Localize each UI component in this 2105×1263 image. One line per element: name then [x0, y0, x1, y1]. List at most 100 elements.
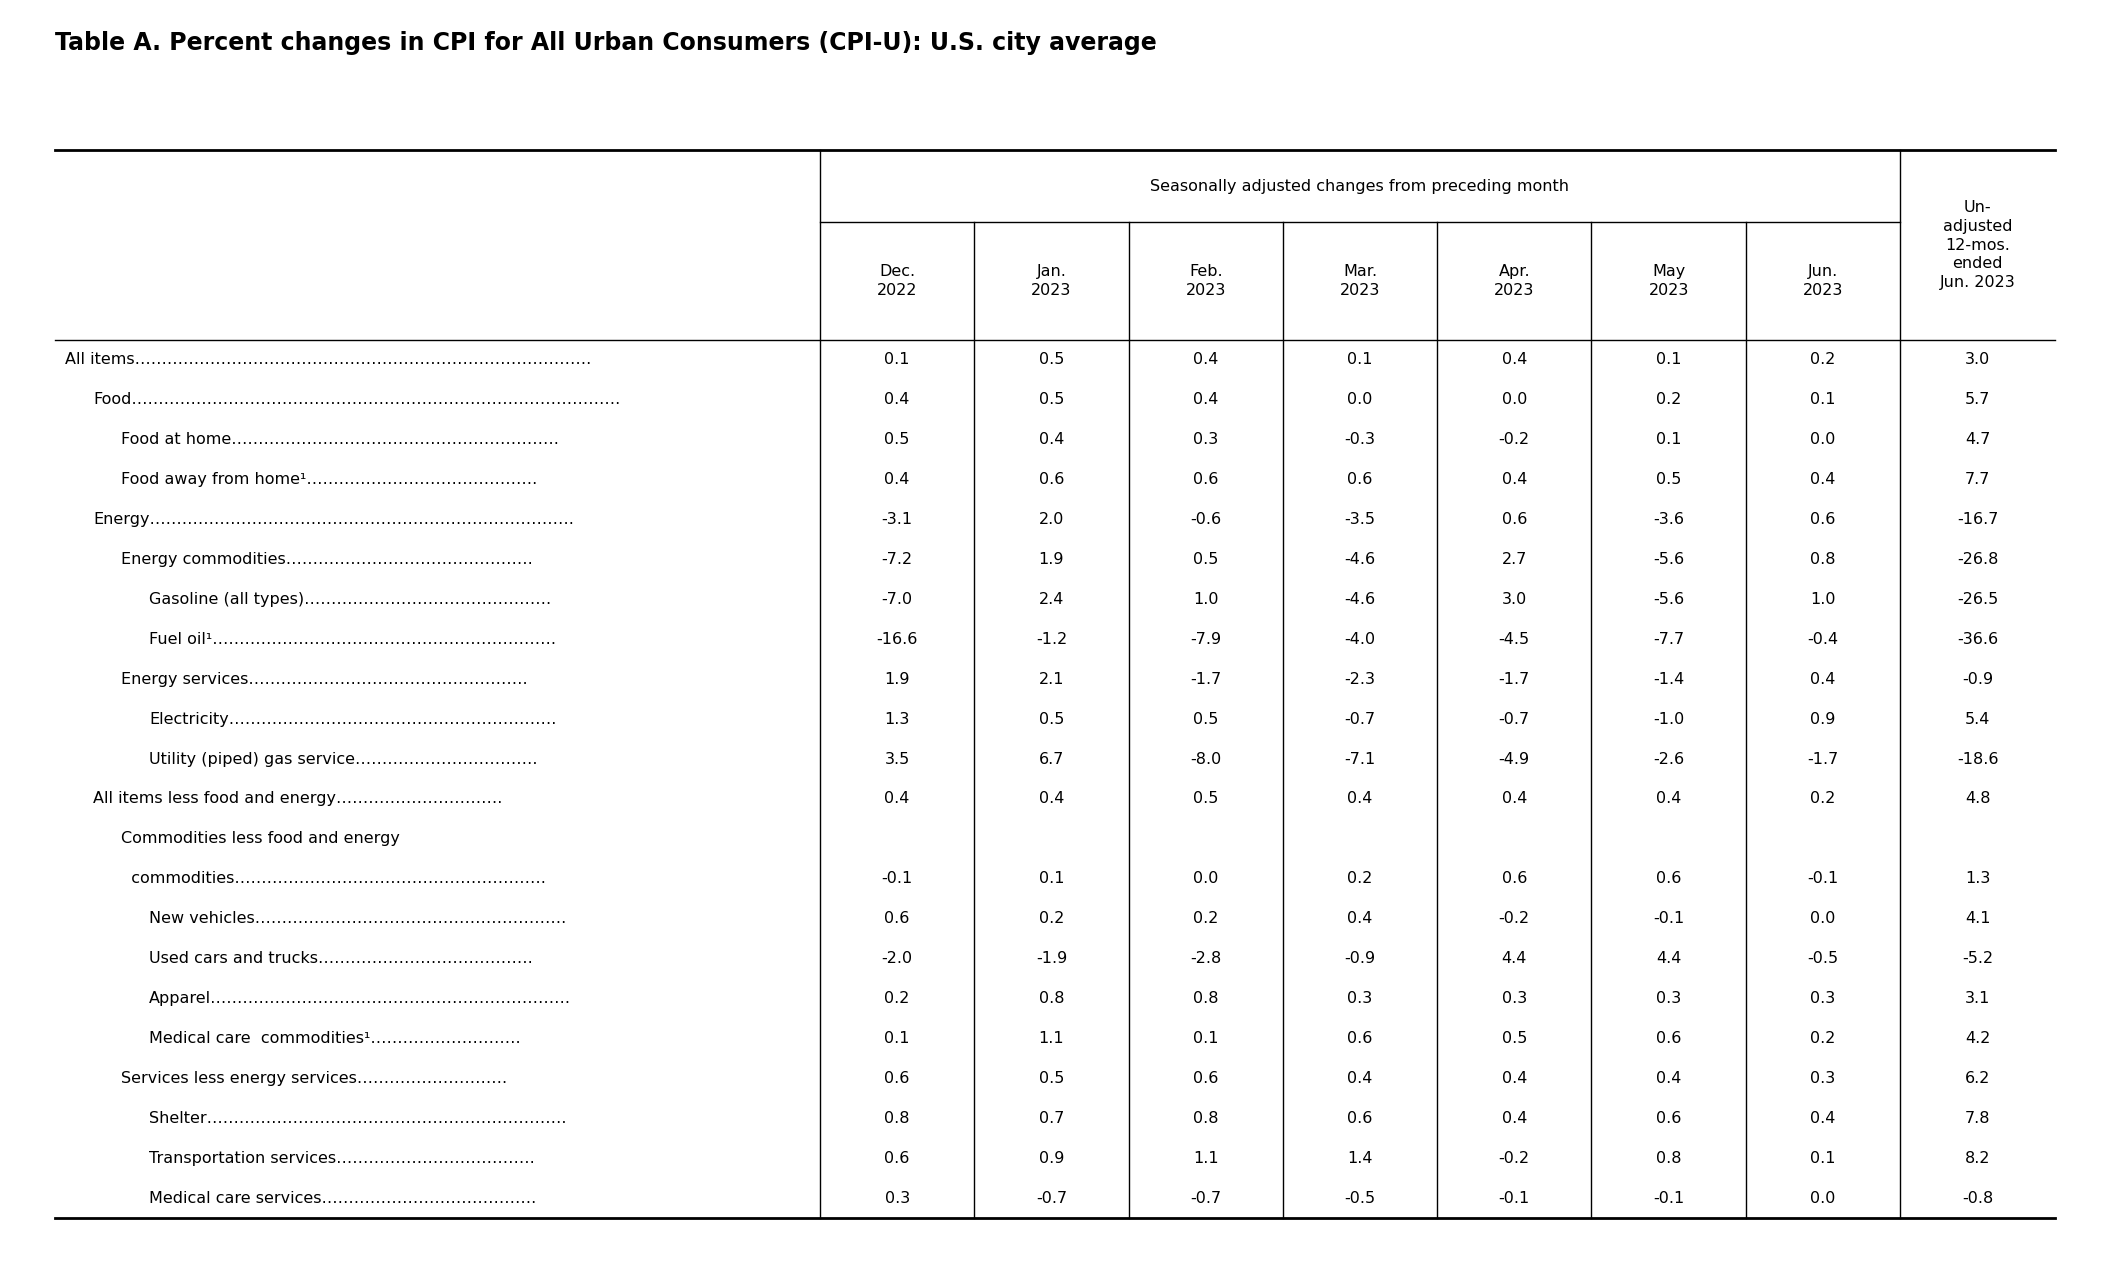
Text: 0.4: 0.4 [1657, 792, 1682, 807]
Text: 0.3: 0.3 [1810, 1071, 1836, 1086]
Text: -2.8: -2.8 [1189, 951, 1221, 966]
Text: -7.1: -7.1 [1345, 751, 1377, 767]
Text: 0.5: 0.5 [1038, 1071, 1065, 1086]
Text: -5.6: -5.6 [1652, 592, 1684, 608]
Text: 0.4: 0.4 [884, 472, 909, 488]
Text: 0.5: 0.5 [1194, 792, 1219, 807]
Text: 0.2: 0.2 [884, 991, 909, 1007]
Text: -0.1: -0.1 [1652, 911, 1684, 926]
Text: 1.0: 1.0 [1810, 592, 1836, 608]
Text: 0.1: 0.1 [1657, 352, 1682, 368]
Text: Apparel………………………………………………………….: Apparel…………………………………………………………. [149, 991, 570, 1007]
Text: -7.0: -7.0 [882, 592, 914, 608]
Text: 7.7: 7.7 [1964, 472, 1989, 488]
Text: -1.0: -1.0 [1652, 711, 1684, 726]
Text: 0.4: 0.4 [1194, 352, 1219, 368]
Text: 7.8: 7.8 [1964, 1110, 1989, 1125]
Text: -0.8: -0.8 [1962, 1191, 1993, 1206]
Text: -16.6: -16.6 [876, 632, 918, 647]
Text: -4.6: -4.6 [1345, 592, 1375, 608]
Text: 0.6: 0.6 [1810, 512, 1836, 527]
Text: -2.0: -2.0 [882, 951, 914, 966]
Text: Feb.
2023: Feb. 2023 [1185, 264, 1225, 298]
Text: 0.1: 0.1 [1657, 432, 1682, 447]
Text: -4.5: -4.5 [1499, 632, 1530, 647]
Text: -0.7: -0.7 [1036, 1191, 1067, 1206]
Text: Un-
adjusted
12-mos.
ended
Jun. 2023: Un- adjusted 12-mos. ended Jun. 2023 [1939, 201, 2014, 289]
Text: 0.5: 0.5 [1038, 393, 1065, 408]
Text: 0.6: 0.6 [1657, 871, 1682, 887]
Text: All items less food and energy………………………….: All items less food and energy…………………………… [93, 792, 503, 807]
Text: 6.7: 6.7 [1038, 751, 1065, 767]
Text: -0.1: -0.1 [1499, 1191, 1530, 1206]
Text: -3.5: -3.5 [1345, 512, 1375, 527]
Text: 0.4: 0.4 [1347, 792, 1372, 807]
Text: 1.1: 1.1 [1038, 1031, 1065, 1046]
Text: 4.4: 4.4 [1657, 951, 1682, 966]
Text: 2.4: 2.4 [1038, 592, 1065, 608]
Text: -0.1: -0.1 [1808, 871, 1838, 887]
Text: commodities………………………………………………….: commodities…………………………………………………. [120, 871, 545, 887]
Text: Electricity…………………………………………………….: Electricity……………………………………………………. [149, 711, 556, 726]
Text: 0.6: 0.6 [1501, 871, 1526, 887]
Text: -0.3: -0.3 [1345, 432, 1375, 447]
Text: -0.1: -0.1 [1652, 1191, 1684, 1206]
Text: 0.2: 0.2 [1038, 911, 1065, 926]
Text: Used cars and trucks………………………………….: Used cars and trucks…………………………………. [149, 951, 533, 966]
Text: 0.0: 0.0 [1501, 393, 1526, 408]
Text: Energy services…………………………………………….: Energy services……………………………………………. [120, 672, 528, 687]
Text: Energy…………………………………………………………………….: Energy……………………………………………………………………. [93, 512, 575, 527]
Text: 0.3: 0.3 [884, 1191, 909, 1206]
Text: 3.0: 3.0 [1964, 352, 1989, 368]
Text: Food at home…………………………………………………….: Food at home……………………………………………………. [120, 432, 558, 447]
Text: 0.1: 0.1 [884, 1031, 909, 1046]
Text: 0.2: 0.2 [1194, 911, 1219, 926]
Text: 0.6: 0.6 [1194, 1071, 1219, 1086]
Text: Food away from home¹…………………………………….: Food away from home¹……………………………………. [120, 472, 537, 488]
Text: 0.1: 0.1 [1347, 352, 1372, 368]
Text: 6.2: 6.2 [1964, 1071, 1989, 1086]
Text: -18.6: -18.6 [1958, 751, 1998, 767]
Text: New vehicles………………………………………………….: New vehicles…………………………………………………. [149, 911, 566, 926]
Text: -5.2: -5.2 [1962, 951, 1993, 966]
Text: 0.8: 0.8 [1194, 1110, 1219, 1125]
Text: 2.0: 2.0 [1038, 512, 1065, 527]
Text: Medical care services………………………………….: Medical care services…………………………………. [149, 1191, 537, 1206]
Text: -4.9: -4.9 [1499, 751, 1530, 767]
Text: 0.5: 0.5 [1501, 1031, 1526, 1046]
Text: 1.3: 1.3 [884, 711, 909, 726]
Text: 0.4: 0.4 [1501, 1110, 1526, 1125]
Text: -0.2: -0.2 [1499, 432, 1530, 447]
Text: Gasoline (all types)……………………………………….: Gasoline (all types)………………………………………. [149, 592, 552, 608]
Text: 0.1: 0.1 [1038, 871, 1065, 887]
Text: 5.4: 5.4 [1964, 711, 1989, 726]
Text: 0.5: 0.5 [884, 432, 909, 447]
Text: Shelter………………………………………………………….: Shelter…………………………………………………………. [149, 1110, 566, 1125]
Text: -1.2: -1.2 [1036, 632, 1067, 647]
Text: -1.7: -1.7 [1189, 672, 1221, 687]
Text: Energy commodities……………………………………….: Energy commodities………………………………………. [120, 552, 533, 567]
Text: Jun.
2023: Jun. 2023 [1802, 264, 1844, 298]
Text: 0.4: 0.4 [1810, 672, 1836, 687]
Text: Services less energy services……………………….: Services less energy services………………………. [120, 1071, 507, 1086]
Text: 0.6: 0.6 [1038, 472, 1065, 488]
Text: 0.1: 0.1 [884, 352, 909, 368]
Text: -5.6: -5.6 [1652, 552, 1684, 567]
Text: -1.4: -1.4 [1652, 672, 1684, 687]
Text: 0.2: 0.2 [1810, 352, 1836, 368]
Text: 1.9: 1.9 [1038, 552, 1065, 567]
Text: 4.4: 4.4 [1501, 951, 1526, 966]
Text: 0.8: 0.8 [1657, 1151, 1682, 1166]
Text: 0.0: 0.0 [1810, 1191, 1836, 1206]
Text: Food……………………………………………………………………………….: Food………………………………………………………………………………. [93, 393, 621, 408]
Text: 0.8: 0.8 [1038, 991, 1065, 1007]
Text: 3.5: 3.5 [884, 751, 909, 767]
Text: 4.8: 4.8 [1964, 792, 1989, 807]
Text: 0.4: 0.4 [1038, 792, 1065, 807]
Text: 0.4: 0.4 [1810, 1110, 1836, 1125]
Text: -36.6: -36.6 [1958, 632, 1998, 647]
Text: Fuel oil¹……………………………………………………….: Fuel oil¹………………………………………………………. [149, 632, 556, 647]
Text: 4.7: 4.7 [1964, 432, 1989, 447]
Text: 0.5: 0.5 [1194, 552, 1219, 567]
Text: 1.3: 1.3 [1964, 871, 1989, 887]
